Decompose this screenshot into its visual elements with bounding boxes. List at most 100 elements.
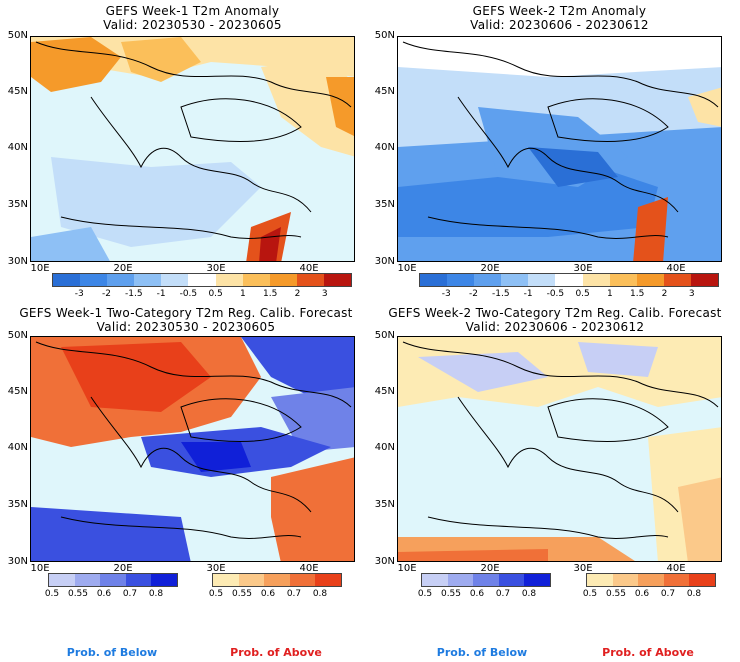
colorbar-tick-label: 1.5 — [263, 289, 278, 299]
panel-valid: Valid: 20230530 - 20230605 — [96, 320, 276, 334]
colorbar-tick-label: -2 — [469, 289, 479, 299]
colorbar-swatch — [100, 574, 126, 586]
colorbar-swatch — [215, 274, 243, 286]
colorbar-tick-label: 0.7 — [495, 589, 511, 599]
prob-above-colorbar-week1 — [212, 573, 342, 587]
prob-above-colorbar-week2 — [586, 573, 716, 587]
colorbar-swatch — [49, 574, 75, 586]
lon-tick-label: 30E — [206, 263, 226, 274]
lat-tick-label: 40N — [7, 442, 28, 453]
lat-tick-label: 30N — [374, 556, 395, 567]
lon-tick-label: 30E — [206, 563, 226, 574]
colorbar-tick-label: 2 — [294, 289, 301, 299]
lon-tick-label: 20E — [113, 563, 133, 574]
colorbar-tick-label: -2 — [102, 289, 112, 299]
lat-tick-label: 30N — [7, 556, 28, 567]
colorbar-tick-label: -1.5 — [492, 289, 510, 299]
colorbar-tick-label: 0.6 — [260, 589, 276, 599]
colorbar-swatch — [289, 574, 316, 586]
colorbar-tick-label: 0.8 — [312, 589, 328, 599]
colorbar-swatch — [188, 274, 216, 286]
lon-tick-label: 40E — [666, 563, 686, 574]
colorbar-swatch — [125, 574, 152, 586]
colorbar-swatch — [501, 274, 529, 286]
lat-tick-label: 45N — [7, 386, 28, 397]
colorbar-tick-label: -0.5 — [546, 289, 565, 299]
anomaly-colorbar-week2 — [419, 273, 719, 287]
colorbar-tick-label: 0.7 — [660, 589, 676, 599]
colorbar-swatch — [264, 574, 290, 586]
lon-tick-label: 10E — [397, 263, 417, 274]
prob-below-label-left: Prob. of Below — [66, 646, 158, 659]
colorbar-swatch — [473, 574, 499, 586]
lon-tick-label: 20E — [113, 263, 133, 274]
colorbar-tick-label: 0.8 — [521, 589, 537, 599]
panel-valid: Valid: 20230606 - 20230612 — [465, 320, 645, 334]
colorbar-swatch — [151, 574, 177, 586]
colorbar-swatch — [689, 574, 715, 586]
prob-below-colorbar-week2 — [421, 573, 551, 587]
lon-tick-label: 10E — [30, 263, 50, 274]
map-week2-anomaly — [397, 36, 722, 262]
prob-above-label-left: Prob. of Above — [230, 646, 322, 659]
colorbar-swatch — [422, 574, 448, 586]
colorbar-tick-label: 1 — [240, 289, 246, 299]
colorbar-swatch — [420, 274, 448, 286]
colorbar-tick-label: 0.5 — [208, 289, 223, 299]
colorbar-swatch — [242, 274, 270, 286]
anomaly-colorbar-week1 — [52, 273, 352, 287]
lon-tick-label: 30E — [573, 263, 593, 274]
colorbar-swatch — [582, 274, 610, 286]
lon-tick-label: 40E — [666, 263, 686, 274]
colorbar-tick-label: -0.5 — [179, 289, 198, 299]
lon-tick-label: 20E — [480, 563, 500, 574]
lon-tick-label: 10E — [397, 563, 417, 574]
prob-below-label-right: Prob. of Below — [436, 646, 528, 659]
colorbar-tick-label: -3 — [441, 289, 451, 299]
colorbar-tick-label: 0.6 — [634, 589, 650, 599]
lat-tick-label: 45N — [374, 86, 395, 97]
colorbar-swatch — [663, 274, 691, 286]
colorbar-tick-label: 0.6 — [96, 589, 112, 599]
colorbar-swatch — [53, 274, 81, 286]
colorbar-tick-label: 0.8 — [148, 589, 164, 599]
lon-tick-label: 40E — [299, 263, 319, 274]
colorbar-swatch — [213, 574, 239, 586]
colorbar-swatch — [296, 274, 324, 286]
colorbar-tick-label: 0.55 — [605, 589, 627, 599]
colorbar-tick-label: 2 — [661, 289, 668, 299]
map-week1-probability — [30, 336, 355, 562]
colorbar-tick-label: 1.5 — [630, 289, 645, 299]
lat-tick-label: 35N — [7, 199, 28, 210]
colorbar-swatch — [134, 274, 162, 286]
colorbar-tick-label: 0.55 — [67, 589, 89, 599]
map-week2-probability — [397, 336, 722, 562]
colorbar-swatch — [315, 574, 341, 586]
colorbar-swatch — [161, 274, 189, 286]
map-shading — [31, 337, 354, 561]
colorbar-swatch — [107, 274, 135, 286]
panel-title: GEFS Week-2 T2m Anomaly — [472, 4, 647, 18]
colorbar-tick-label: 0.7 — [286, 589, 302, 599]
colorbar-swatch — [636, 274, 664, 286]
lon-tick-label: 20E — [480, 263, 500, 274]
colorbar-tick-label: 0.55 — [440, 589, 462, 599]
colorbar-swatch — [447, 574, 474, 586]
lat-tick-label: 50N — [7, 330, 28, 341]
colorbar-tick-label: 0.5 — [417, 589, 433, 599]
panel-valid: Valid: 20230606 - 20230612 — [470, 18, 649, 32]
colorbar-swatch — [609, 274, 637, 286]
colorbar-swatch — [238, 574, 265, 586]
colorbar-tick-label: 1 — [607, 289, 613, 299]
colorbar-tick-label: 3 — [688, 289, 695, 299]
map-week1-anomaly — [30, 36, 355, 262]
lon-tick-label: 40E — [299, 563, 319, 574]
colorbar-tick-label: 0.8 — [686, 589, 702, 599]
panel-title: GEFS Week-2 Two-Category T2m Reg. Calib.… — [388, 306, 722, 320]
colorbar-swatch — [474, 274, 502, 286]
lat-tick-label: 45N — [7, 86, 28, 97]
colorbar-tick-label: -1 — [156, 289, 166, 299]
lon-tick-label: 10E — [30, 563, 50, 574]
lat-tick-label: 40N — [7, 142, 28, 153]
prob-above-label-right: Prob. of Above — [602, 646, 694, 659]
